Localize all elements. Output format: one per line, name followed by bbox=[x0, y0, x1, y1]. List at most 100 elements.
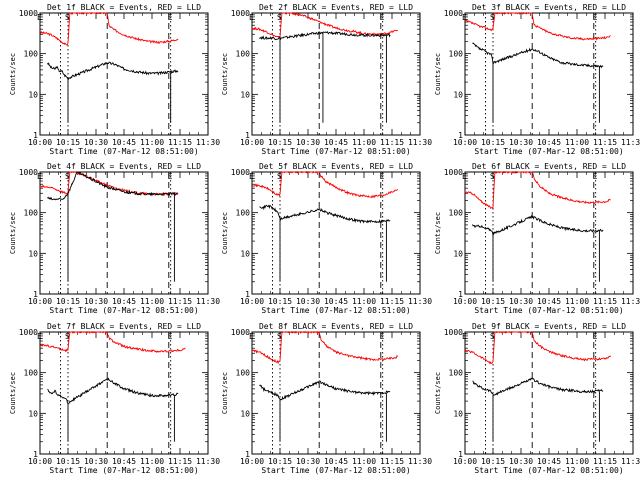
series-events-line bbox=[47, 377, 179, 404]
y-tick-label: 100 bbox=[449, 369, 464, 378]
y-tick-label: 10 bbox=[28, 249, 38, 258]
x-axis-label: Start Time (07-Mar-12 08:51:00) bbox=[49, 306, 198, 315]
marker-label-e: E bbox=[168, 332, 173, 341]
y-tick-label: 10 bbox=[240, 409, 250, 418]
marker-label-e: E bbox=[168, 172, 173, 181]
x-tick-label: 11:15 bbox=[380, 457, 404, 466]
x-axis-label: Start Time (07-Mar-12 08:51:00) bbox=[261, 306, 410, 315]
marker-label-s: S bbox=[277, 332, 282, 341]
x-tick-label: 10:45 bbox=[324, 297, 348, 306]
y-tick-label: 1 bbox=[245, 131, 250, 140]
x-axis-label: Start Time (07-Mar-12 08:51:00) bbox=[474, 306, 623, 315]
y-tick-label: 10 bbox=[453, 249, 463, 258]
x-tick-label: 10:00 bbox=[28, 297, 52, 306]
marker-label-s: S bbox=[65, 13, 70, 22]
x-tick-label: 11:15 bbox=[168, 138, 192, 147]
marker-label-e: E bbox=[593, 332, 598, 341]
panel-title: Det 1f BLACK = Events, RED = LLD bbox=[47, 3, 201, 12]
x-tick-label: 10:15 bbox=[56, 297, 80, 306]
y-tick-label: 1000 bbox=[231, 328, 250, 337]
y-tick-label: 1 bbox=[245, 290, 250, 299]
panel-title: Det 8f BLACK = Events, RED = LLD bbox=[259, 322, 413, 331]
marker-label-e: E bbox=[593, 13, 598, 22]
y-axis-label: Counts/sec bbox=[434, 212, 442, 254]
marker-label-s: S bbox=[490, 13, 495, 22]
panel-det-3: Det 3f BLACK = Events, RED = LLD 1 10 100 10… bbox=[434, 3, 640, 156]
marker-label-s: S bbox=[65, 172, 70, 181]
y-tick-label: 1000 bbox=[19, 168, 38, 177]
x-tick-label: 10:15 bbox=[268, 138, 292, 147]
x-tick-label: 11:15 bbox=[168, 297, 192, 306]
series-events-line bbox=[259, 30, 391, 41]
x-axis-label: Start Time (07-Mar-12 08:51:00) bbox=[49, 466, 198, 475]
x-tick-label: 10:45 bbox=[324, 457, 348, 466]
x-tick-label: 10:30 bbox=[296, 138, 320, 147]
x-tick-label: 10:30 bbox=[84, 457, 108, 466]
y-axis-label: Counts/sec bbox=[9, 372, 17, 414]
x-tick-label: 10:30 bbox=[509, 457, 533, 466]
x-tick-label: 11:30 bbox=[408, 138, 432, 147]
marker-label-e: E bbox=[462, 13, 467, 22]
plot-frame bbox=[251, 331, 421, 455]
y-axis-label: Counts/sec bbox=[9, 212, 17, 254]
panel-det-6: Det 6f BLACK = Events, RED = LLD 1 10 100 10… bbox=[434, 162, 640, 315]
marker-label-s: S bbox=[65, 332, 70, 341]
series-lld-line bbox=[251, 331, 398, 365]
y-axis-label: Counts/sec bbox=[9, 53, 17, 95]
marker-label-e: E bbox=[37, 172, 42, 181]
x-axis-label: Start Time (07-Mar-12 08:51:00) bbox=[474, 147, 623, 156]
y-tick-label: 100 bbox=[236, 369, 251, 378]
marker-label-e: E bbox=[37, 332, 42, 341]
y-tick-label: 10 bbox=[453, 90, 463, 99]
x-tick-label: 10:15 bbox=[268, 457, 292, 466]
series-lld-line bbox=[464, 331, 611, 365]
x-tick-label: 10:00 bbox=[28, 138, 52, 147]
series-lld-line bbox=[464, 170, 611, 209]
x-tick-label: 10:30 bbox=[296, 297, 320, 306]
x-tick-label: 10:30 bbox=[84, 297, 108, 306]
x-tick-label: 11:30 bbox=[408, 297, 432, 306]
marker-label-e: E bbox=[380, 332, 385, 341]
x-tick-label: 10:45 bbox=[112, 138, 136, 147]
y-tick-label: 1000 bbox=[19, 328, 38, 337]
y-axis-label: Counts/sec bbox=[221, 212, 229, 254]
x-tick-label: 11:00 bbox=[352, 457, 376, 466]
x-tick-label: 11:00 bbox=[565, 297, 589, 306]
x-tick-label: 11:15 bbox=[380, 138, 404, 147]
x-tick-label: 10:00 bbox=[453, 138, 477, 147]
x-tick-label: 11:00 bbox=[565, 457, 589, 466]
y-tick-label: 1 bbox=[245, 450, 250, 459]
marker-label-e: E bbox=[462, 172, 467, 181]
marker-label-e: E bbox=[593, 172, 598, 181]
x-tick-label: 11:30 bbox=[196, 457, 220, 466]
x-tick-label: 10:15 bbox=[481, 138, 505, 147]
marker-label-e: E bbox=[249, 172, 254, 181]
x-tick-label: 10:30 bbox=[84, 138, 108, 147]
x-tick-label: 11:15 bbox=[593, 138, 617, 147]
y-tick-label: 10 bbox=[240, 90, 250, 99]
x-tick-label: 10:00 bbox=[28, 457, 52, 466]
series-lld-line bbox=[252, 171, 398, 198]
y-tick-label: 10 bbox=[28, 409, 38, 418]
panel-title: Det 9f BLACK = Events, RED = LLD bbox=[472, 322, 626, 331]
y-tick-label: 100 bbox=[24, 369, 39, 378]
y-axis-label: Counts/sec bbox=[434, 372, 442, 414]
x-tick-label: 11:15 bbox=[168, 457, 192, 466]
panel-det-1: Det 1f BLACK = Events, RED = LLD 1 10 100 10… bbox=[9, 3, 220, 156]
series-events-line bbox=[472, 42, 604, 69]
x-tick-label: 11:15 bbox=[593, 457, 617, 466]
x-tick-label: 10:15 bbox=[56, 138, 80, 147]
panel-det-4: Det 4f BLACK = Events, RED = LLD 1 10 100 10… bbox=[9, 162, 220, 315]
y-axis-label: Counts/sec bbox=[221, 53, 229, 95]
marker-label-e: E bbox=[37, 13, 42, 22]
y-tick-label: 10 bbox=[28, 90, 38, 99]
x-tick-label: 10:15 bbox=[268, 297, 292, 306]
x-tick-label: 11:00 bbox=[140, 138, 164, 147]
series-events-line bbox=[472, 377, 604, 396]
x-tick-label: 10:45 bbox=[537, 297, 561, 306]
x-tick-label: 10:00 bbox=[240, 138, 264, 147]
panel-title: Det 2f BLACK = Events, RED = LLD bbox=[259, 3, 413, 12]
x-tick-label: 10:00 bbox=[453, 457, 477, 466]
y-tick-label: 100 bbox=[236, 50, 251, 59]
